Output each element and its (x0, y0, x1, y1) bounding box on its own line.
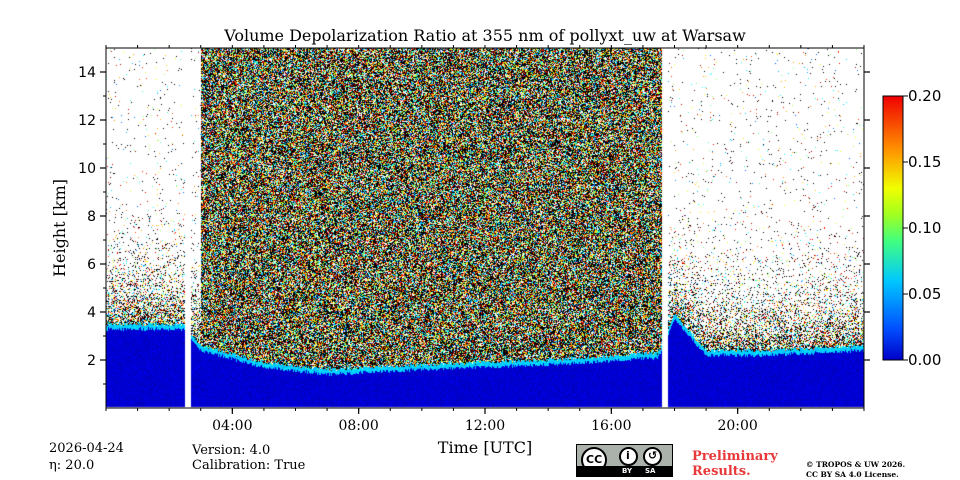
y-tick-label: 2 (87, 353, 96, 369)
cc-by-label: BY (622, 467, 633, 475)
y-tick-label: 14 (78, 65, 96, 81)
depolarization-heatmap (106, 48, 864, 408)
x-tick-label: 16:00 (591, 418, 631, 434)
y-tick-label: 4 (87, 305, 96, 321)
colorbar (882, 95, 904, 361)
colorbar-axis: 0.00 0.05 0.10 0.15 0.20 (903, 87, 941, 369)
y-axis: 2 4 6 8 10 12 14 (78, 65, 870, 385)
footer-date: 2026-04-24 (49, 441, 124, 456)
x-tick-label: 08:00 (338, 418, 378, 434)
colorbar-tick-label: 0.15 (908, 153, 941, 171)
chart-title: Volume Depolarization Ratio at 355 nm of… (223, 26, 746, 45)
x-tick-label: 12:00 (465, 418, 505, 434)
x-tick-label: 20:00 (717, 418, 757, 434)
x-axis: 04:00 08:00 12:00 16:00 20:00 (105, 45, 865, 434)
x-axis-label: Time [UTC] (438, 438, 532, 457)
preliminary-results-label: Preliminary Results. (692, 449, 778, 479)
y-tick-label: 6 (87, 257, 96, 273)
colorbar-tick-label: 0.05 (908, 285, 941, 303)
footer-version: Version: 4.0 (192, 443, 271, 458)
cc-sa-label: SA (645, 467, 656, 475)
y-tick-label: 12 (78, 113, 96, 129)
y-tick-label: 8 (87, 209, 96, 225)
colorbar-tick-label: 0.20 (908, 87, 941, 105)
y-axis-label: Height [km] (50, 179, 69, 277)
share-alike-icon: ↺ (643, 447, 662, 466)
cc-license-badge: CC i ↺ BY SA (576, 444, 673, 477)
footer-eta: η: 20.0 (49, 458, 95, 473)
colorbar-tick-label: 0.00 (908, 351, 941, 369)
colorbar-tick-label: 0.10 (908, 219, 941, 237)
y-tick-label: 10 (78, 161, 96, 177)
copyright-notice: © TROPOS & UW 2026. CC BY SA 4.0 License… (806, 460, 906, 479)
x-tick-label: 04:00 (212, 418, 252, 434)
attribution-icon: i (619, 447, 638, 466)
footer-calibration: Calibration: True (192, 458, 306, 473)
